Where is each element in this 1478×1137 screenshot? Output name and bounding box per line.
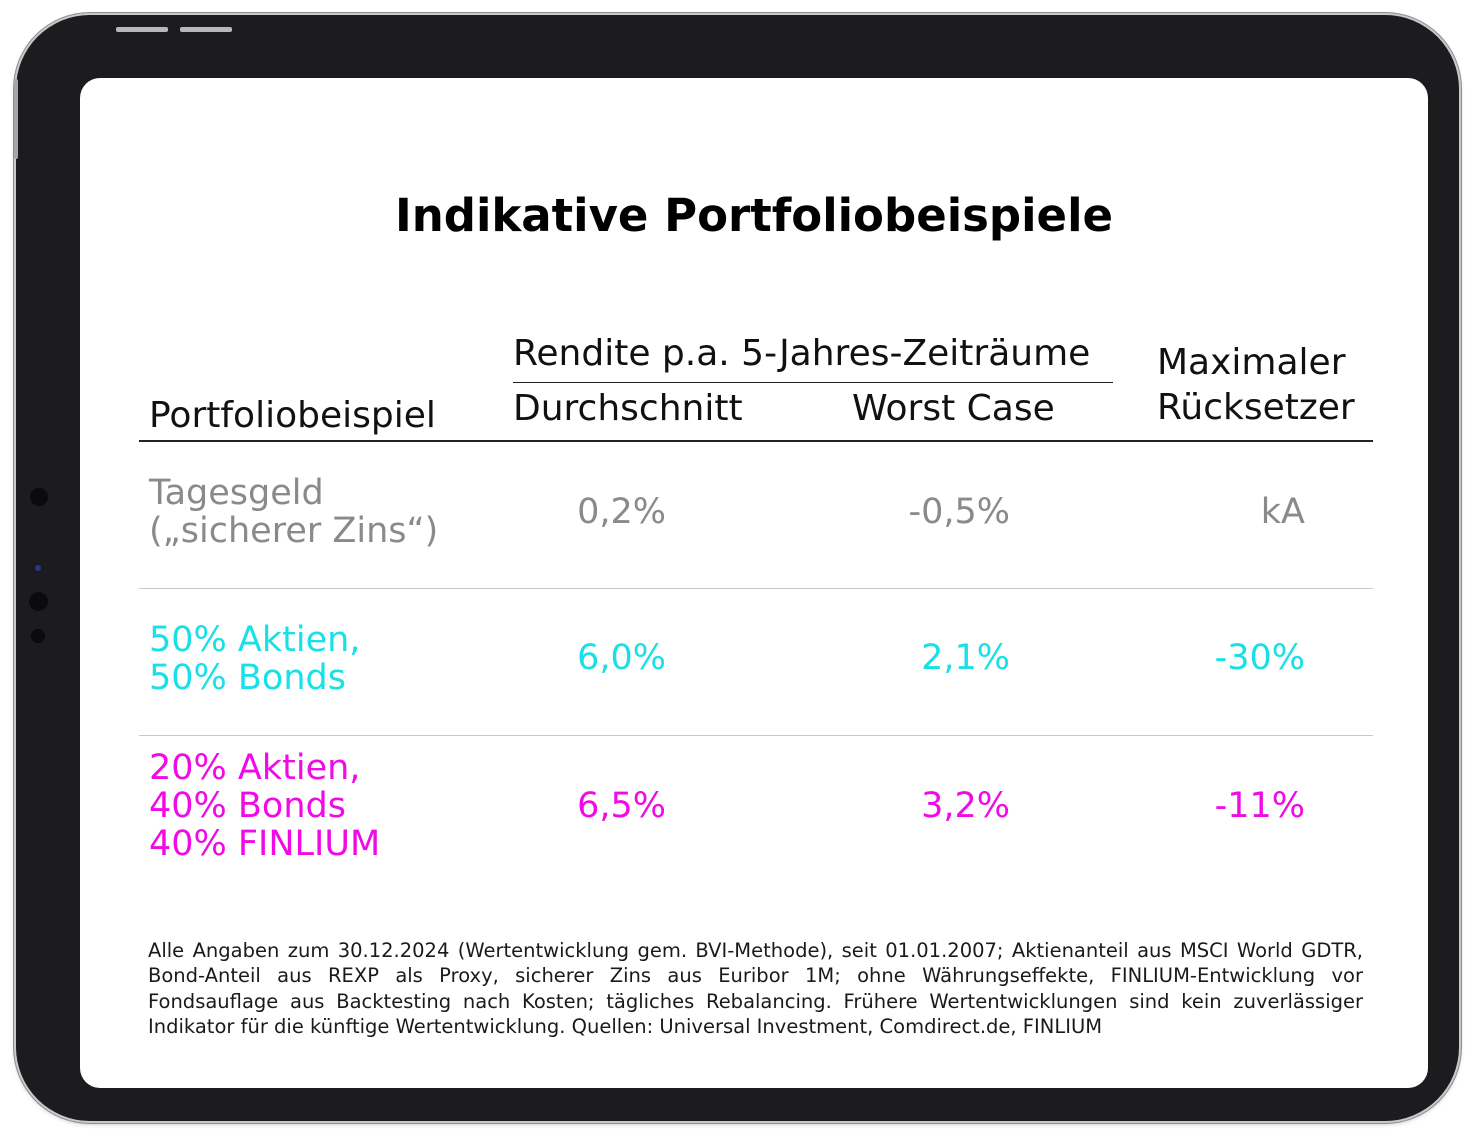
value-average: 0,2% [577, 492, 666, 532]
value-worst-case: 3,2% [921, 786, 1010, 826]
row-label-line: 50% Aktien, [149, 620, 361, 660]
tablet-frame: Indikative Portfoliobeispiele Portfoliob… [14, 15, 1459, 1121]
value-drawdown: -11% [1214, 786, 1305, 826]
value-average: 6,5% [577, 786, 666, 826]
header-worst-case: Worst Case [852, 388, 1055, 429]
value-drawdown: -30% [1214, 638, 1305, 678]
header-portfolio: Portfoliobeispiel [149, 395, 436, 436]
value-drawdown: kA [1260, 492, 1305, 532]
volume-button [116, 27, 168, 32]
row-label-line: 40% Bonds [149, 786, 346, 826]
value-worst-case: -0,5% [908, 492, 1010, 532]
header-drawdown-line2: Rücksetzer [1157, 387, 1355, 428]
value-worst-case: 2,1% [921, 638, 1010, 678]
row-divider [139, 588, 1373, 589]
row-label-line: 20% Aktien, [149, 748, 361, 788]
power-button [14, 79, 18, 159]
sensor-icon [31, 629, 45, 643]
footnote: Alle Angaben zum 30.12.2024 (Wertentwick… [148, 939, 1363, 1038]
screen: Indikative Portfoliobeispiele Portfoliob… [80, 78, 1428, 1088]
row-divider [139, 735, 1373, 736]
header-rule [139, 440, 1373, 442]
camera-icon [30, 488, 48, 506]
header-group-return: Rendite p.a. 5-Jahres-Zeiträume [513, 333, 1091, 374]
row-label-line: („sicherer Zins“) [149, 511, 439, 551]
volume-button [180, 27, 232, 32]
row-label-line: 40% FINLIUM [149, 824, 381, 864]
value-average: 6,0% [577, 638, 666, 678]
row-label-line: 50% Bonds [149, 658, 346, 698]
row-label-line: Tagesgeld [149, 473, 324, 513]
camera-icon [29, 592, 48, 611]
header-average: Durchschnitt [513, 388, 743, 429]
sensor-icon [35, 565, 41, 571]
header-drawdown-line1: Maximaler [1157, 342, 1346, 383]
page-title: Indikative Portfoliobeispiele [394, 189, 1114, 242]
header-group-underline [513, 382, 1113, 383]
